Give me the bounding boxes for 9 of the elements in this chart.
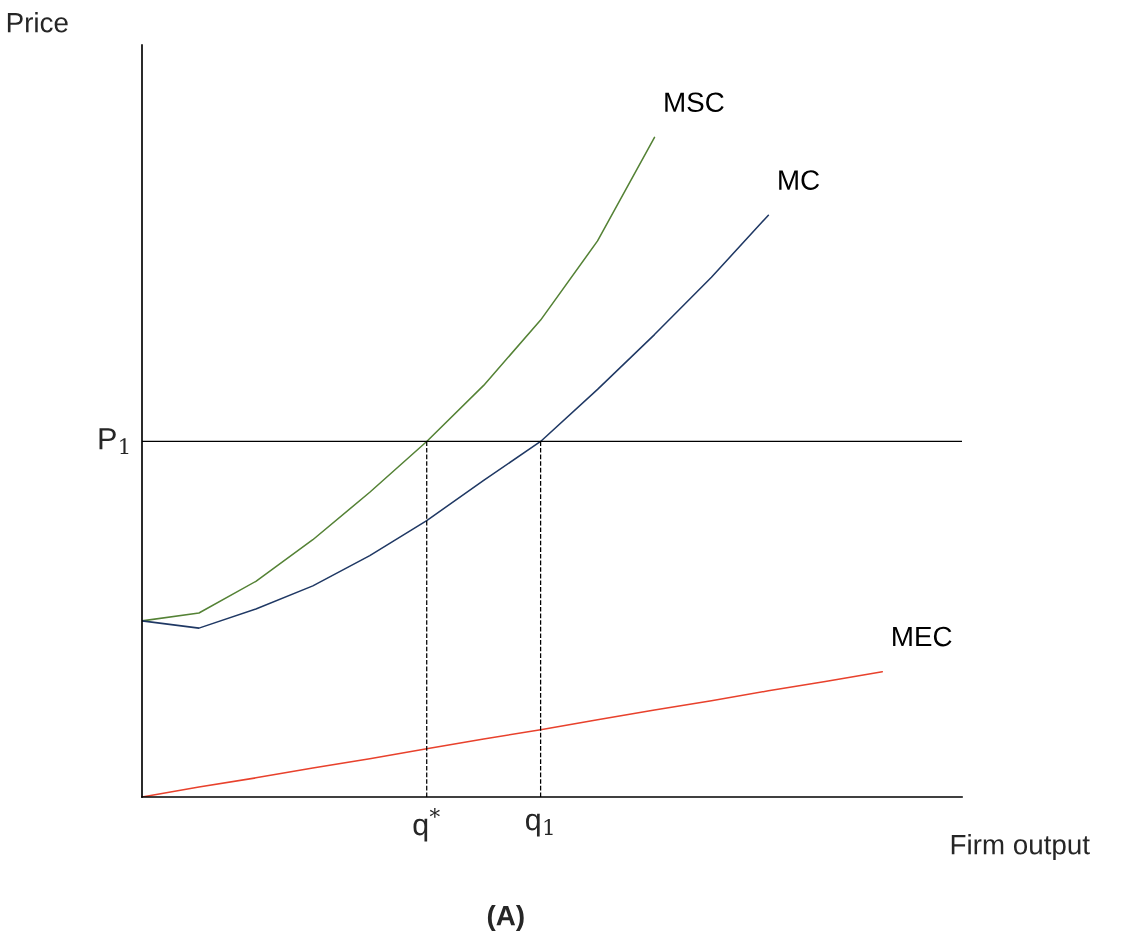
y-axis-title: Price bbox=[7, 12, 68, 33]
ref-line-label: P$_{1}$ bbox=[99, 428, 129, 455]
text: (A) bbox=[487, 905, 524, 931]
x-tick-label: q$^{*}$ bbox=[413, 808, 440, 842]
x-axis-title: Firm output bbox=[951, 834, 1090, 860]
series-label: MEC bbox=[893, 626, 952, 647]
series-label: MC bbox=[779, 170, 820, 190]
series-label: MSC bbox=[665, 92, 724, 113]
x-tick-label: q$_{1}$ bbox=[526, 813, 553, 837]
